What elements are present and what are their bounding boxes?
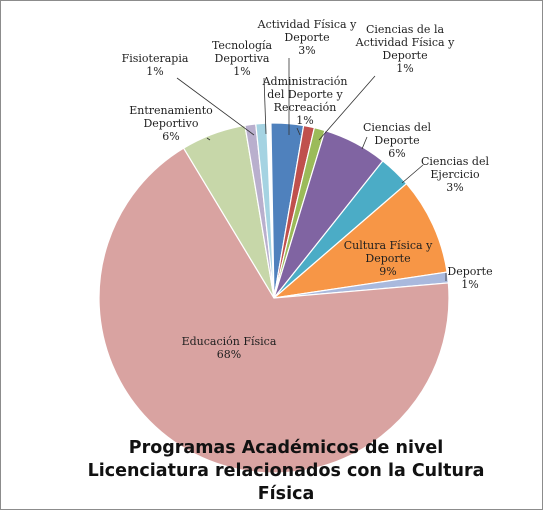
chart-title-line: Programas Académicos de nivel	[129, 438, 443, 458]
leader-line	[318, 75, 376, 141]
slice-label: Tecnología Deportiva 1%	[212, 39, 273, 78]
slice-label: Ciencias del Deporte 6%	[363, 121, 431, 160]
slice-label: Entrenamiento Deportivo 6%	[129, 104, 213, 143]
slice-labels: Actividad Física y Deporte 3% Administració…	[122, 18, 493, 361]
leader-line	[206, 137, 211, 141]
leader-line	[296, 127, 301, 136]
pie-slice-cultura-física-y-deporte	[272, 182, 448, 299]
chart-title: Programas Académicos de nivel Licenciatur…	[88, 438, 485, 504]
slice-label: Actividad Física y Deporte 3%	[257, 18, 357, 57]
leader-lines	[176, 58, 447, 281]
leader-line	[176, 77, 255, 136]
pie-slice-educación-física	[98, 147, 450, 474]
slice-label: Cultura Física y Deporte 9%	[344, 239, 433, 278]
slice-label: Ciencias del Ejercicio 3%	[421, 155, 489, 194]
chart-title-line: Física	[258, 484, 315, 504]
leader-line	[401, 164, 424, 184]
leader-line	[361, 136, 368, 150]
slice-label: Administración del Deporte y Recreación 1%	[262, 75, 348, 127]
slice-label: Educación Física 68%	[182, 335, 277, 361]
slice-label: Fisioterapia 1%	[122, 52, 189, 78]
pie-slice-tecnología-deportiva	[255, 122, 275, 299]
chart-title-line: Licenciatura relacionados con la Cultura	[88, 461, 485, 481]
slice-label: Deporte 1%	[447, 265, 492, 291]
pie-slices	[98, 122, 450, 474]
slice-label: Ciencias de la Actividad Física y Deporte 1…	[355, 23, 455, 75]
leader-line	[263, 77, 267, 135]
